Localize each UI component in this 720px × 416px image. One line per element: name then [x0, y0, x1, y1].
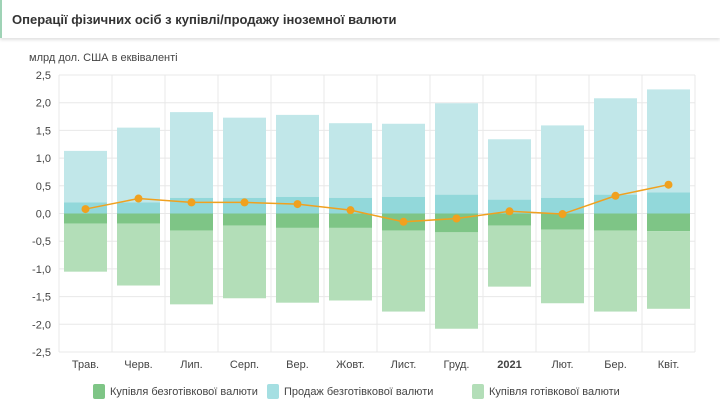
bar-noncash-sale	[117, 127, 160, 203]
bar-positive-inner	[647, 192, 690, 214]
bar-noncash-sale	[64, 150, 107, 203]
legend-label: Продаж безготівкової валюти	[284, 385, 434, 398]
bar-cash-purchase	[647, 231, 690, 309]
bar-noncash-purchase	[117, 213, 160, 224]
bar-cash-purchase	[594, 230, 637, 312]
balance-line	[85, 183, 669, 223]
legend-swatch	[93, 384, 105, 399]
balance-point	[399, 217, 408, 226]
legend-item-noncash-purchase[interactable]: Купівля безготівкової валюти	[93, 384, 258, 399]
y-tick-label: -2,0	[32, 319, 51, 331]
balance-point	[611, 191, 620, 200]
bar-positive-inner	[488, 199, 531, 214]
bar-cash-purchase	[170, 230, 213, 305]
x-tick-label: Лист.	[391, 359, 417, 371]
bar-noncash-purchase	[170, 213, 213, 231]
x-tick-label: Квіт.	[658, 359, 680, 371]
balance-point	[664, 180, 673, 189]
bar-cash-purchase	[435, 232, 478, 329]
bar-cash-purchase	[276, 227, 319, 303]
bar-noncash-sale	[170, 112, 213, 198]
chart-title: Операції фізичних осіб з купівлі/продажу…	[12, 12, 397, 27]
x-tick-label: Лип.	[180, 359, 202, 371]
balance-point	[240, 198, 249, 207]
legend-swatch	[267, 384, 279, 399]
bar-noncash-sale	[329, 123, 372, 198]
bar-noncash-sale	[647, 89, 690, 193]
legend-item-noncash-sale[interactable]: Продаж безготівкової валюти	[267, 384, 433, 399]
x-tick-label: Груд.	[444, 359, 470, 371]
bar-cash-purchase	[541, 229, 584, 304]
legend-label: Купівля безготівкової валюти	[110, 385, 258, 398]
x-tick-label: 2021	[497, 359, 521, 371]
bar-noncash-sale	[276, 114, 319, 197]
x-tick-label: Трав.	[72, 359, 99, 371]
y-tick-label: -1,5	[32, 292, 51, 304]
x-tick-label: Бер.	[604, 359, 627, 371]
chart-header: Операції фізичних осіб з купівлі/продажу…	[0, 0, 720, 38]
y-tick-label: 0,0	[36, 209, 51, 221]
y-tick-label: 0,5	[36, 181, 51, 193]
balance-point	[187, 198, 196, 207]
y-tick-label: -2,5	[32, 347, 51, 359]
y-tick-label: -1,0	[32, 264, 51, 276]
bar-noncash-sale	[223, 117, 266, 198]
bar-cash-purchase	[329, 227, 372, 301]
bar-positive-inner	[382, 196, 425, 214]
bar-cash-purchase	[64, 223, 107, 272]
bar-noncash-purchase	[223, 213, 266, 226]
bar-noncash-sale	[435, 103, 478, 195]
bar-noncash-purchase	[594, 213, 637, 231]
balance-point	[134, 194, 143, 203]
bar-noncash-purchase	[541, 213, 584, 230]
bar-cash-purchase	[117, 223, 160, 286]
legend-swatch	[472, 384, 484, 399]
balance-point	[452, 214, 461, 223]
bar-noncash-purchase	[276, 213, 319, 228]
bar-noncash-purchase	[329, 213, 372, 228]
y-tick-label: 2,5	[36, 70, 51, 82]
bar-noncash-sale	[382, 123, 425, 197]
y-axis-label: млрд дол. США в еквіваленті	[29, 52, 178, 64]
bar-cash-purchase	[223, 225, 266, 299]
bar-positive-inner	[117, 202, 160, 214]
y-tick-label: 2,0	[36, 98, 51, 110]
bar-noncash-sale	[541, 125, 584, 198]
bar-cash-purchase	[382, 230, 425, 312]
y-tick-label: 1,0	[36, 153, 51, 165]
balance-point	[558, 210, 567, 219]
bar-cash-purchase	[488, 225, 531, 287]
balance-point	[505, 207, 514, 216]
x-tick-label: Черв.	[124, 359, 152, 371]
x-tick-label: Вер.	[286, 359, 309, 371]
bar-noncash-purchase	[488, 213, 531, 226]
bar-positive-inner	[435, 194, 478, 214]
balance-point	[81, 205, 90, 214]
legend-item-cash-purchase[interactable]: Купівля готівкової валюти	[472, 384, 620, 399]
bar-noncash-sale	[594, 98, 637, 195]
x-tick-label: Жовт.	[336, 359, 365, 371]
balance-point	[346, 206, 355, 215]
bar-noncash-sale	[488, 139, 531, 200]
x-tick-label: Серп.	[230, 359, 259, 371]
bar-noncash-purchase	[64, 213, 107, 224]
y-tick-label: -0,5	[32, 236, 51, 248]
bar-noncash-purchase	[435, 213, 478, 233]
bar-noncash-purchase	[647, 213, 690, 232]
y-tick-label: 1,5	[36, 125, 51, 137]
legend-label: Купівля готівкової валюти	[489, 385, 620, 398]
balance-point	[293, 200, 302, 209]
x-tick-label: Лют.	[551, 359, 573, 371]
